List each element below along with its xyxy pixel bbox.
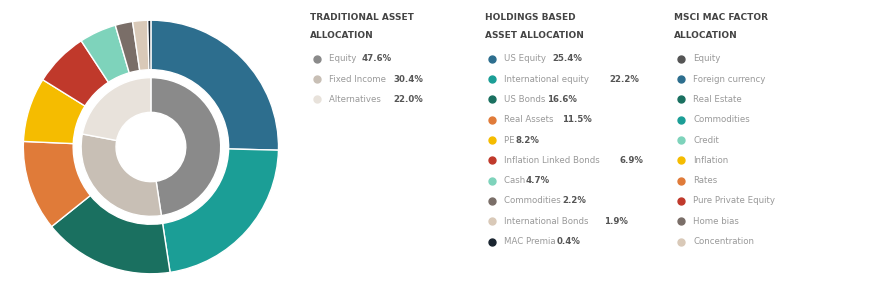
Wedge shape (43, 41, 109, 106)
Text: Commodities: Commodities (693, 115, 749, 124)
Wedge shape (23, 141, 90, 227)
Text: Credit: Credit (693, 136, 718, 145)
Wedge shape (83, 78, 150, 141)
Text: Real Assets: Real Assets (503, 115, 555, 124)
Text: 2.2%: 2.2% (561, 196, 586, 206)
Text: Equity: Equity (329, 54, 359, 63)
Text: International Bonds: International Bonds (503, 217, 590, 226)
Text: Cash: Cash (503, 176, 527, 185)
Text: International equity: International equity (503, 75, 591, 84)
Text: ALLOCATION: ALLOCATION (310, 31, 374, 40)
Text: 1.9%: 1.9% (603, 217, 627, 226)
Wedge shape (148, 20, 150, 70)
Text: MSCI MAC FACTOR: MSCI MAC FACTOR (673, 13, 767, 22)
Wedge shape (23, 80, 85, 143)
Text: Concentration: Concentration (693, 237, 753, 246)
Text: 4.7%: 4.7% (526, 176, 549, 185)
Text: TRADITIONAL ASSET: TRADITIONAL ASSET (310, 13, 414, 22)
Text: Inflation: Inflation (693, 156, 727, 165)
Text: Home bias: Home bias (693, 217, 738, 226)
Text: Commodities: Commodities (503, 196, 562, 206)
Text: 25.4%: 25.4% (551, 54, 581, 63)
Text: Fixed Income: Fixed Income (329, 75, 388, 84)
Text: HOLDINGS BASED: HOLDINGS BASED (484, 13, 574, 22)
Text: Pure Private Equity: Pure Private Equity (693, 196, 774, 206)
Wedge shape (132, 20, 149, 71)
Text: 8.2%: 8.2% (515, 136, 539, 145)
Wedge shape (150, 78, 221, 216)
Text: 22.0%: 22.0% (393, 95, 422, 104)
Text: MAC Premia: MAC Premia (503, 237, 558, 246)
Text: Inflation Linked Bonds: Inflation Linked Bonds (503, 156, 601, 165)
Text: 6.9%: 6.9% (619, 156, 642, 165)
Text: ALLOCATION: ALLOCATION (673, 31, 737, 40)
Text: Real Estate: Real Estate (693, 95, 741, 104)
Wedge shape (116, 21, 140, 73)
Wedge shape (81, 25, 129, 82)
Wedge shape (163, 149, 278, 272)
Text: 11.5%: 11.5% (561, 115, 592, 124)
Text: 47.6%: 47.6% (362, 54, 392, 63)
Text: US Equity: US Equity (503, 54, 547, 63)
Text: Alternatives: Alternatives (329, 95, 383, 104)
Text: Rates: Rates (693, 176, 717, 185)
Text: 22.2%: 22.2% (608, 75, 638, 84)
Text: ASSET ALLOCATION: ASSET ALLOCATION (484, 31, 583, 40)
Text: 0.4%: 0.4% (556, 237, 580, 246)
Text: Foreign currency: Foreign currency (693, 75, 765, 84)
Text: PE: PE (503, 136, 516, 145)
Text: Equity: Equity (693, 54, 720, 63)
Text: US Bonds: US Bonds (503, 95, 547, 104)
Text: 16.6%: 16.6% (546, 95, 576, 104)
Wedge shape (150, 20, 278, 150)
Wedge shape (51, 196, 169, 274)
Wedge shape (81, 134, 162, 216)
Text: 30.4%: 30.4% (393, 75, 422, 84)
